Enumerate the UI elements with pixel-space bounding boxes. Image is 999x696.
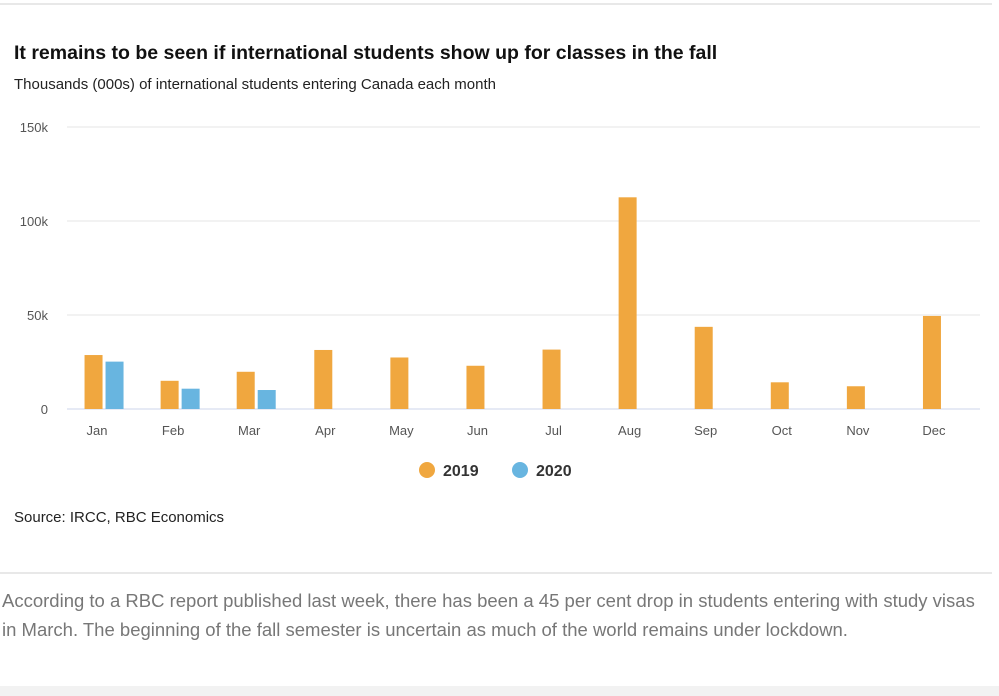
bar-2020-Jan bbox=[105, 361, 124, 409]
bar-2019-Apr bbox=[314, 349, 333, 409]
article-paragraph: According to a RBC report published last… bbox=[2, 590, 975, 640]
bar-2019-Feb bbox=[160, 380, 179, 409]
y-tick-label: 150k bbox=[20, 120, 49, 135]
x-tick-label: Oct bbox=[772, 423, 793, 438]
x-tick-label: Jun bbox=[467, 423, 488, 438]
bar-2019-Jun bbox=[466, 365, 485, 409]
x-tick-label: May bbox=[389, 423, 414, 438]
x-tick-label: Nov bbox=[846, 423, 870, 438]
x-tick-label: Sep bbox=[694, 423, 717, 438]
bar-2019-May bbox=[390, 357, 409, 409]
x-tick-label: Mar bbox=[238, 423, 261, 438]
bar-2019-Jul bbox=[542, 349, 561, 409]
x-tick-label: Dec bbox=[922, 423, 946, 438]
x-tick-label: Jul bbox=[545, 423, 562, 438]
bar-2020-Mar bbox=[257, 390, 276, 409]
bar-chart: 0 50k 100k 150k Jan Feb Mar Apr May Jun Jul Aug Sep O… bbox=[20, 120, 980, 480]
bar-2019-Oct bbox=[770, 382, 789, 409]
divider bbox=[0, 572, 992, 574]
chart-subtitle: Thousands (000s) of international studen… bbox=[14, 76, 496, 93]
bar-2019-Dec bbox=[922, 315, 941, 409]
legend-marker-2019 bbox=[419, 462, 435, 478]
bar-2020-Feb bbox=[181, 388, 200, 409]
legend-label: 2019 bbox=[443, 463, 479, 480]
bar-2019-Aug bbox=[618, 197, 637, 409]
x-tick-label: Apr bbox=[315, 423, 336, 438]
legend-marker-2020 bbox=[512, 462, 528, 478]
footer-strip bbox=[0, 686, 999, 696]
y-tick-label: 0 bbox=[41, 402, 48, 417]
x-tick-label: Jan bbox=[87, 423, 108, 438]
bar-2019-Nov bbox=[846, 386, 865, 409]
y-tick-label: 50k bbox=[27, 308, 48, 323]
chart-title: It remains to be seen if international s… bbox=[14, 42, 718, 64]
y-tick-label: 100k bbox=[20, 214, 49, 229]
chart-source: Source: IRCC, RBC Economics bbox=[14, 509, 225, 526]
bar-2019-Sep bbox=[694, 326, 713, 409]
x-tick-label: Feb bbox=[162, 423, 184, 438]
x-tick-label: Aug bbox=[618, 423, 641, 438]
bar-2019-Mar bbox=[236, 371, 255, 409]
top-divider bbox=[0, 3, 992, 5]
legend-label: 2020 bbox=[536, 463, 572, 480]
bar-2019-Jan bbox=[84, 355, 103, 409]
